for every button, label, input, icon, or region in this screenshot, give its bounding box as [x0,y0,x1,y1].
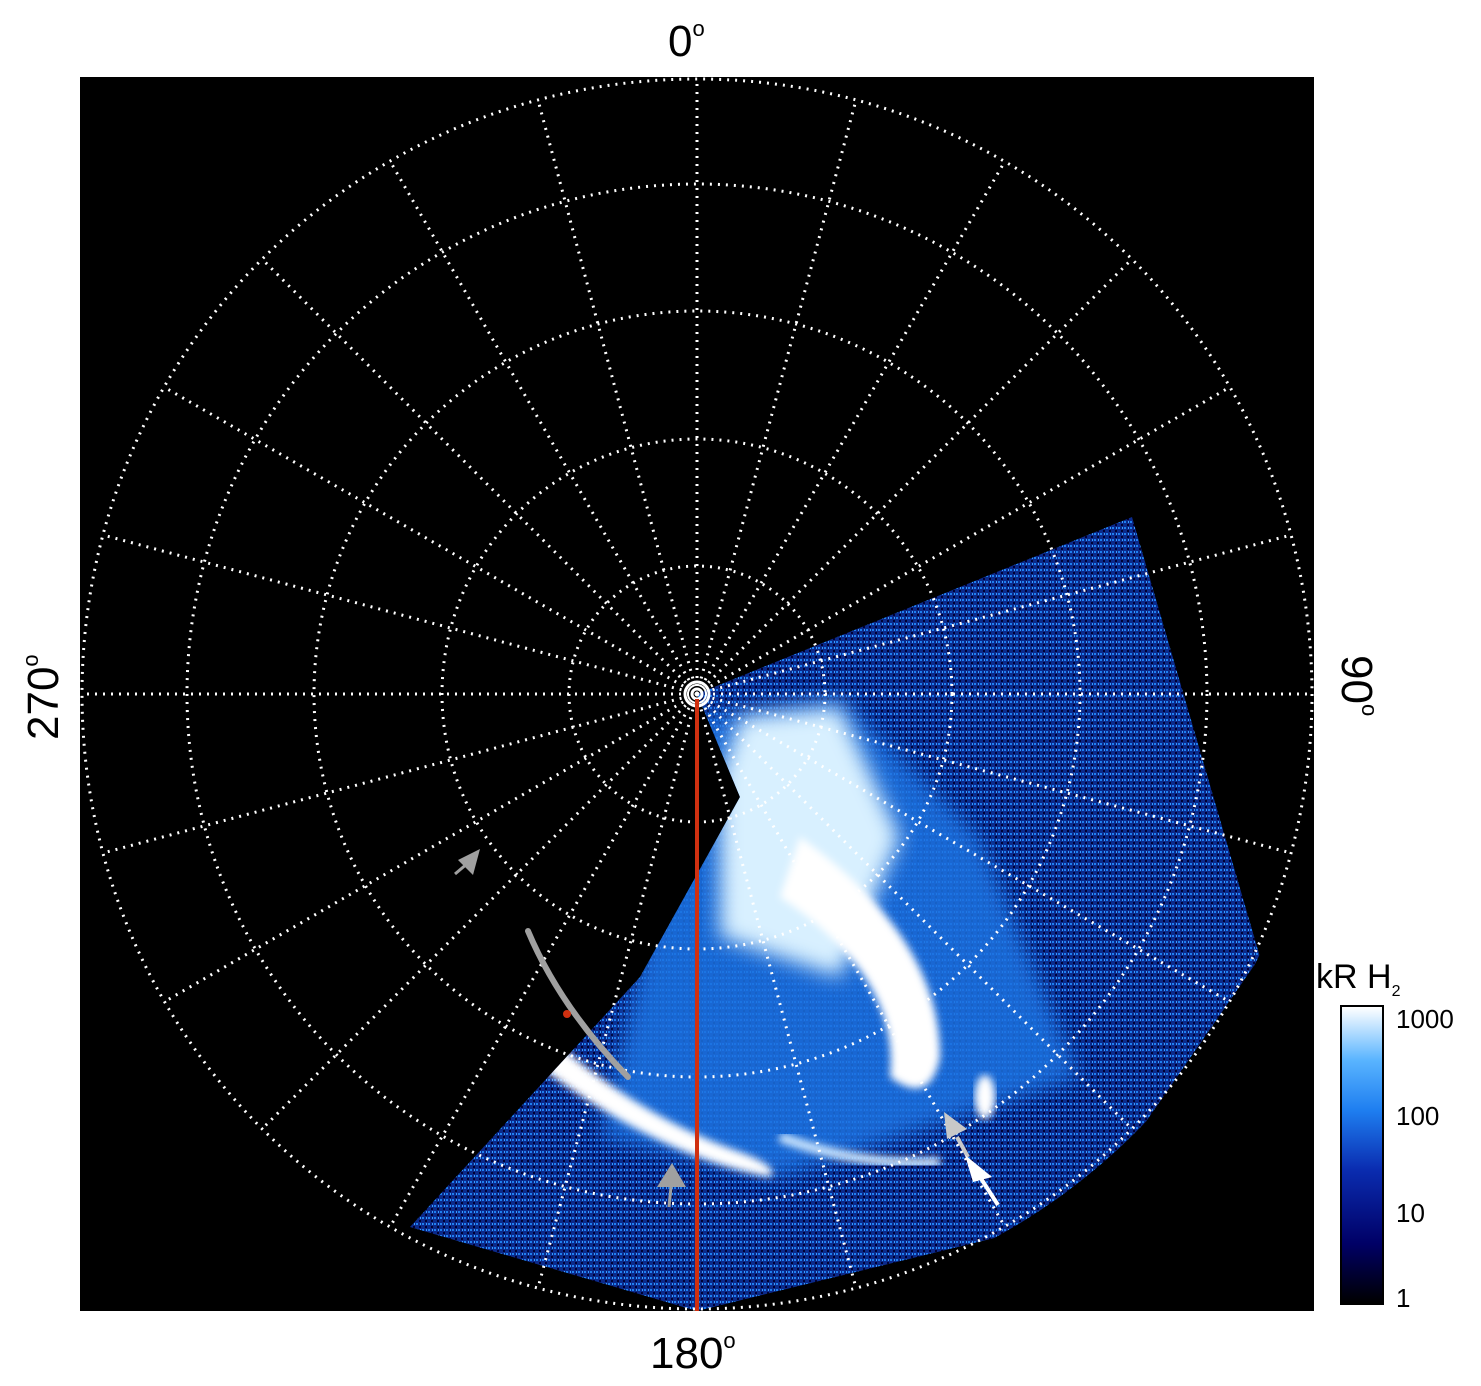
angle-label-90: 90o [1332,655,1382,717]
longitude-grid [82,79,1312,1309]
colorbar-tick-10: 10 [1396,1198,1425,1228]
arrow-gray-bottom [657,1163,686,1208]
arc-red-marker [563,1010,571,1018]
colorbar-tick-100: 100 [1396,1101,1440,1131]
angle-label-270: 270o [18,654,68,740]
angle-label-0: 0o [668,16,705,66]
angle-label-180: 180o [650,1328,736,1378]
colorbar [1340,1005,1384,1305]
colorbar-tick-1000: 1000 [1396,1004,1454,1034]
arrow-gray-left [454,849,480,876]
gray-arc [525,928,631,1080]
colorbar-tick-1: 1 [1396,1283,1411,1313]
arrow-white-right [965,1155,1000,1207]
colorbar-title: kR H2 [1316,958,1401,1000]
arrow-gray-right [944,1112,970,1158]
polar-aurora-image [80,77,1314,1311]
